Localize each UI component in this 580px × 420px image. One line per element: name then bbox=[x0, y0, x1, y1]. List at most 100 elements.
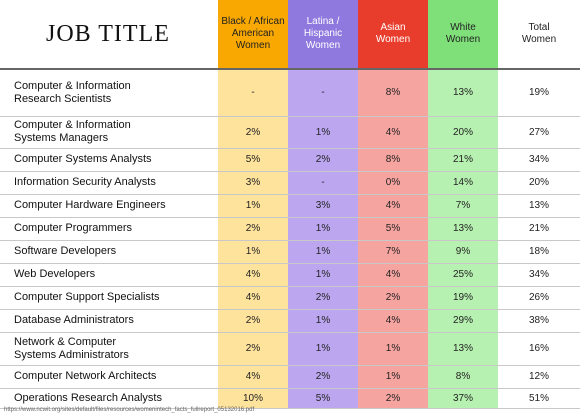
job-title: Network & Computer Systems Administrator… bbox=[0, 332, 218, 366]
job-title: Web Developers bbox=[0, 263, 218, 287]
percent-cell: 38% bbox=[498, 309, 580, 333]
percent-cell: 12% bbox=[498, 365, 580, 389]
percent-cell: 1% bbox=[288, 217, 358, 241]
percent-cell: - bbox=[218, 68, 288, 117]
percent-cell: 4% bbox=[358, 309, 428, 333]
percent-cell: 4% bbox=[218, 263, 288, 287]
job-title: Computer Systems Analysts bbox=[0, 148, 218, 172]
percent-cell: 2% bbox=[218, 309, 288, 333]
percent-cell: 13% bbox=[428, 332, 498, 366]
percent-cell: 51% bbox=[498, 388, 580, 409]
percent-cell: 20% bbox=[498, 171, 580, 195]
percent-cell: 2% bbox=[218, 116, 288, 149]
table-row: Database Administrators 2% 1% 4% 29% 38% bbox=[0, 309, 580, 333]
percent-cell: 7% bbox=[358, 240, 428, 264]
percent-cell: 5% bbox=[288, 388, 358, 409]
job-title: Computer Network Architects bbox=[0, 365, 218, 389]
percent-cell: 25% bbox=[428, 263, 498, 287]
percent-cell: 3% bbox=[288, 194, 358, 218]
percent-cell: 5% bbox=[358, 217, 428, 241]
table-row: Computer Support Specialists 4% 2% 2% 19% 26% bbox=[0, 286, 580, 310]
percent-cell: 7% bbox=[428, 194, 498, 218]
column-header: Total Women bbox=[498, 0, 580, 69]
percent-cell: 8% bbox=[358, 68, 428, 117]
percent-cell: 20% bbox=[428, 116, 498, 149]
percent-cell: 37% bbox=[428, 388, 498, 409]
column-header: Asian Women bbox=[358, 0, 428, 69]
percent-cell: 1% bbox=[288, 309, 358, 333]
percent-cell: 18% bbox=[498, 240, 580, 264]
percent-cell: 1% bbox=[358, 365, 428, 389]
job-title: Computer & Information Research Scientis… bbox=[0, 68, 218, 117]
title: JOB TITLE bbox=[46, 21, 170, 47]
table-row: Web Developers 4% 1% 4% 25% 34% bbox=[0, 263, 580, 287]
percent-cell: - bbox=[288, 68, 358, 117]
percent-cell: - bbox=[288, 171, 358, 195]
column-header: White Women bbox=[428, 0, 498, 69]
job-title: Operations Research Analysts bbox=[0, 388, 218, 409]
percent-cell: 2% bbox=[288, 286, 358, 310]
percent-cell: 29% bbox=[428, 309, 498, 333]
percent-cell: 9% bbox=[428, 240, 498, 264]
percent-cell: 26% bbox=[498, 286, 580, 310]
percent-cell: 34% bbox=[498, 263, 580, 287]
table-row: Computer Network Architects 4% 2% 1% 8% 12% bbox=[0, 365, 580, 389]
percent-cell: 1% bbox=[288, 332, 358, 366]
percent-cell: 14% bbox=[428, 171, 498, 195]
percent-cell: 1% bbox=[288, 116, 358, 149]
percent-cell: 2% bbox=[288, 365, 358, 389]
percent-cell: 1% bbox=[218, 194, 288, 218]
job-title: Computer Support Specialists bbox=[0, 286, 218, 310]
percent-cell: 2% bbox=[218, 332, 288, 366]
table-row: Network & Computer Systems Administrator… bbox=[0, 332, 580, 366]
percent-cell: 4% bbox=[218, 286, 288, 310]
table-row: Computer & Information Research Scientis… bbox=[0, 68, 580, 117]
percent-cell: 10% bbox=[218, 388, 288, 409]
percent-cell: 1% bbox=[218, 240, 288, 264]
table-row: Operations Research Analysts 10% 5% 2% 37% 51… bbox=[0, 388, 580, 409]
percent-cell: 0% bbox=[358, 171, 428, 195]
percent-cell: 8% bbox=[358, 148, 428, 172]
percent-cell: 16% bbox=[498, 332, 580, 366]
percent-cell: 1% bbox=[288, 263, 358, 287]
percent-cell: 4% bbox=[358, 116, 428, 149]
table-row: Computer Hardware Engineers 1% 3% 4% 7% 13% bbox=[0, 194, 580, 218]
percent-cell: 27% bbox=[498, 116, 580, 149]
percent-cell: 2% bbox=[288, 148, 358, 172]
data-table: JOB TITLE Black / African American Women L… bbox=[0, 0, 580, 409]
percent-cell: 4% bbox=[218, 365, 288, 389]
percent-cell: 19% bbox=[428, 286, 498, 310]
source: https://www.ncwit.org/sites/default/file… bbox=[4, 407, 255, 413]
job-title: Database Administrators bbox=[0, 309, 218, 333]
job-title: Software Developers bbox=[0, 240, 218, 264]
table-row: Software Developers 1% 1% 7% 9% 18% bbox=[0, 240, 580, 264]
percent-cell: 13% bbox=[498, 194, 580, 218]
percent-cell: 34% bbox=[498, 148, 580, 172]
table-row: Computer Programmers 2% 1% 5% 13% 21% bbox=[0, 217, 580, 241]
percent-cell: 2% bbox=[218, 217, 288, 241]
job-title: Computer Programmers bbox=[0, 217, 218, 241]
table-row: Information Security Analysts 3% -0% 14% 20% bbox=[0, 171, 580, 195]
column-header: Latina / Hispanic Women bbox=[288, 0, 358, 69]
table-row: Computer Systems Analysts 5% 2% 8% 21% 34% bbox=[0, 148, 580, 172]
percent-cell: 4% bbox=[358, 194, 428, 218]
job-title: Computer & Information Systems Managers bbox=[0, 116, 218, 149]
percent-cell: 4% bbox=[358, 263, 428, 287]
percent-cell: 21% bbox=[498, 217, 580, 241]
percent-cell: 21% bbox=[428, 148, 498, 172]
percent-cell: 19% bbox=[498, 68, 580, 117]
percent-cell: 2% bbox=[358, 388, 428, 409]
job-title: Information Security Analysts bbox=[0, 171, 218, 195]
percent-cell: 5% bbox=[218, 148, 288, 172]
percent-cell: 13% bbox=[428, 217, 498, 241]
column-header: Black / African American Women bbox=[218, 0, 288, 69]
percent-cell: 13% bbox=[428, 68, 498, 117]
percent-cell: 2% bbox=[358, 286, 428, 310]
table-row: Computer & Information Systems Managers 2… bbox=[0, 116, 580, 149]
percent-cell: 1% bbox=[358, 332, 428, 366]
percent-cell: 1% bbox=[288, 240, 358, 264]
job-title: Computer Hardware Engineers bbox=[0, 194, 218, 218]
percent-cell: 8% bbox=[428, 365, 498, 389]
percent-cell: 3% bbox=[218, 171, 288, 195]
